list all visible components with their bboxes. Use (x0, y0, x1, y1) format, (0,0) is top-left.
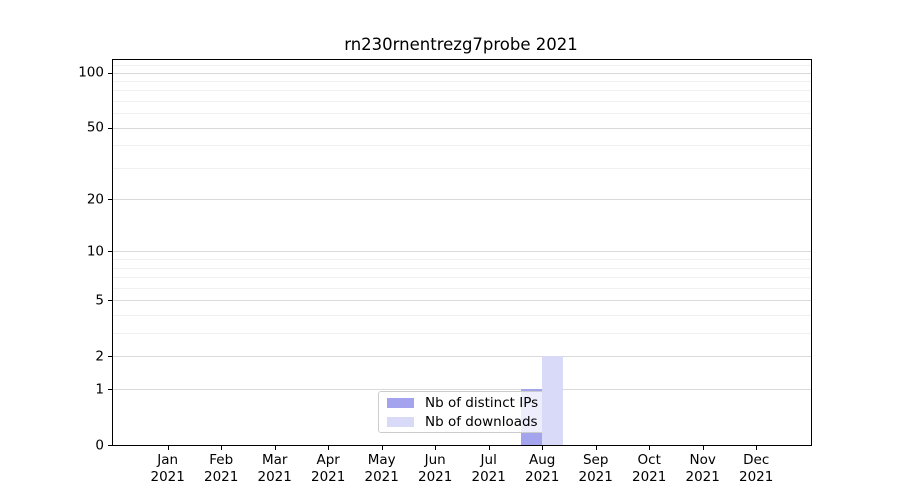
y-gridline-minor (113, 315, 811, 317)
x-tick-mark (381, 446, 383, 450)
y-gridline-major (113, 356, 811, 358)
x-tick-mark (435, 446, 437, 450)
y-gridline-major (113, 72, 811, 74)
x-tick-label-mar: Mar 2021 (257, 452, 292, 485)
x-tick-mark (595, 446, 597, 450)
x-tick-mark (756, 446, 758, 450)
y-tick-label: 0 (95, 436, 104, 453)
x-tick-label-aug: Aug 2021 (525, 452, 560, 485)
y-tick-mark (108, 72, 112, 74)
y-gridline-minor (113, 277, 811, 279)
x-tick-mark (702, 446, 704, 450)
x-tick-label-nov: Nov 2021 (685, 452, 720, 485)
y-gridline-major (113, 127, 811, 129)
legend-swatch-distinct-ips (387, 397, 414, 408)
x-tick-label-jun: Jun 2021 (418, 452, 453, 485)
x-tick-mark (274, 446, 276, 450)
x-tick-mark (488, 446, 490, 450)
y-tick-label: 1 (95, 380, 104, 397)
legend-swatch-downloads (387, 416, 414, 427)
y-tick-mark (108, 251, 112, 253)
x-tick-mark (328, 446, 330, 450)
y-gridline-minor (113, 167, 811, 169)
y-tick-mark (108, 199, 112, 201)
x-tick-label-jan: Jan 2021 (150, 452, 185, 485)
y-gridline-minor (113, 145, 811, 147)
bar-downloads (542, 356, 564, 445)
y-gridline-major (113, 199, 811, 201)
legend-label-distinct-ips: Nb of distinct IPs (425, 394, 539, 411)
y-gridline-major (113, 251, 811, 253)
y-tick-mark (108, 445, 112, 446)
y-gridline-minor (113, 333, 811, 335)
y-tick-mark (108, 300, 112, 302)
y-gridline-minor (113, 113, 811, 115)
y-tick-label: 2 (95, 348, 104, 365)
y-tick-mark (108, 389, 112, 391)
x-tick-mark (167, 446, 169, 450)
y-gridline-major (113, 389, 811, 391)
y-gridline-minor (113, 287, 811, 289)
legend-item-downloads: Nb of downloads (379, 413, 544, 430)
y-gridline-minor (113, 267, 811, 269)
y-tick-label: 50 (86, 119, 104, 136)
x-tick-label-jul: Jul 2021 (471, 452, 506, 485)
y-gridline-minor (113, 64, 811, 66)
y-tick-label: 5 (95, 292, 104, 309)
plot-area: Nb of distinct IPs Nb of downloads (112, 59, 812, 446)
x-tick-label-feb: Feb 2021 (204, 452, 239, 485)
y-gridline-minor (113, 90, 811, 92)
x-tick-mark (221, 446, 223, 450)
x-tick-label-sep: Sep 2021 (578, 452, 613, 485)
x-tick-label-may: May 2021 (364, 452, 399, 485)
x-tick-label-oct: Oct 2021 (632, 452, 667, 485)
legend-label-downloads: Nb of downloads (425, 413, 538, 430)
legend-item-distinct-ips: Nb of distinct IPs (379, 394, 544, 411)
y-tick-label: 10 (86, 243, 104, 260)
x-tick-mark (649, 446, 651, 450)
x-tick-label-dec: Dec 2021 (739, 452, 774, 485)
chart-title: rn230rnentrezg7probe 2021 (344, 35, 578, 54)
y-gridline-major (113, 300, 811, 302)
y-gridline-minor (113, 100, 811, 102)
y-gridline-minor (113, 80, 811, 82)
y-tick-label: 100 (78, 64, 104, 81)
legend: Nb of distinct IPs Nb of downloads (378, 391, 545, 433)
x-tick-label-apr: Apr 2021 (311, 452, 346, 485)
y-gridline-minor (113, 259, 811, 261)
y-tick-label: 20 (86, 191, 104, 208)
x-tick-mark (542, 446, 544, 450)
y-tick-mark (108, 127, 112, 129)
y-tick-mark (108, 356, 112, 358)
